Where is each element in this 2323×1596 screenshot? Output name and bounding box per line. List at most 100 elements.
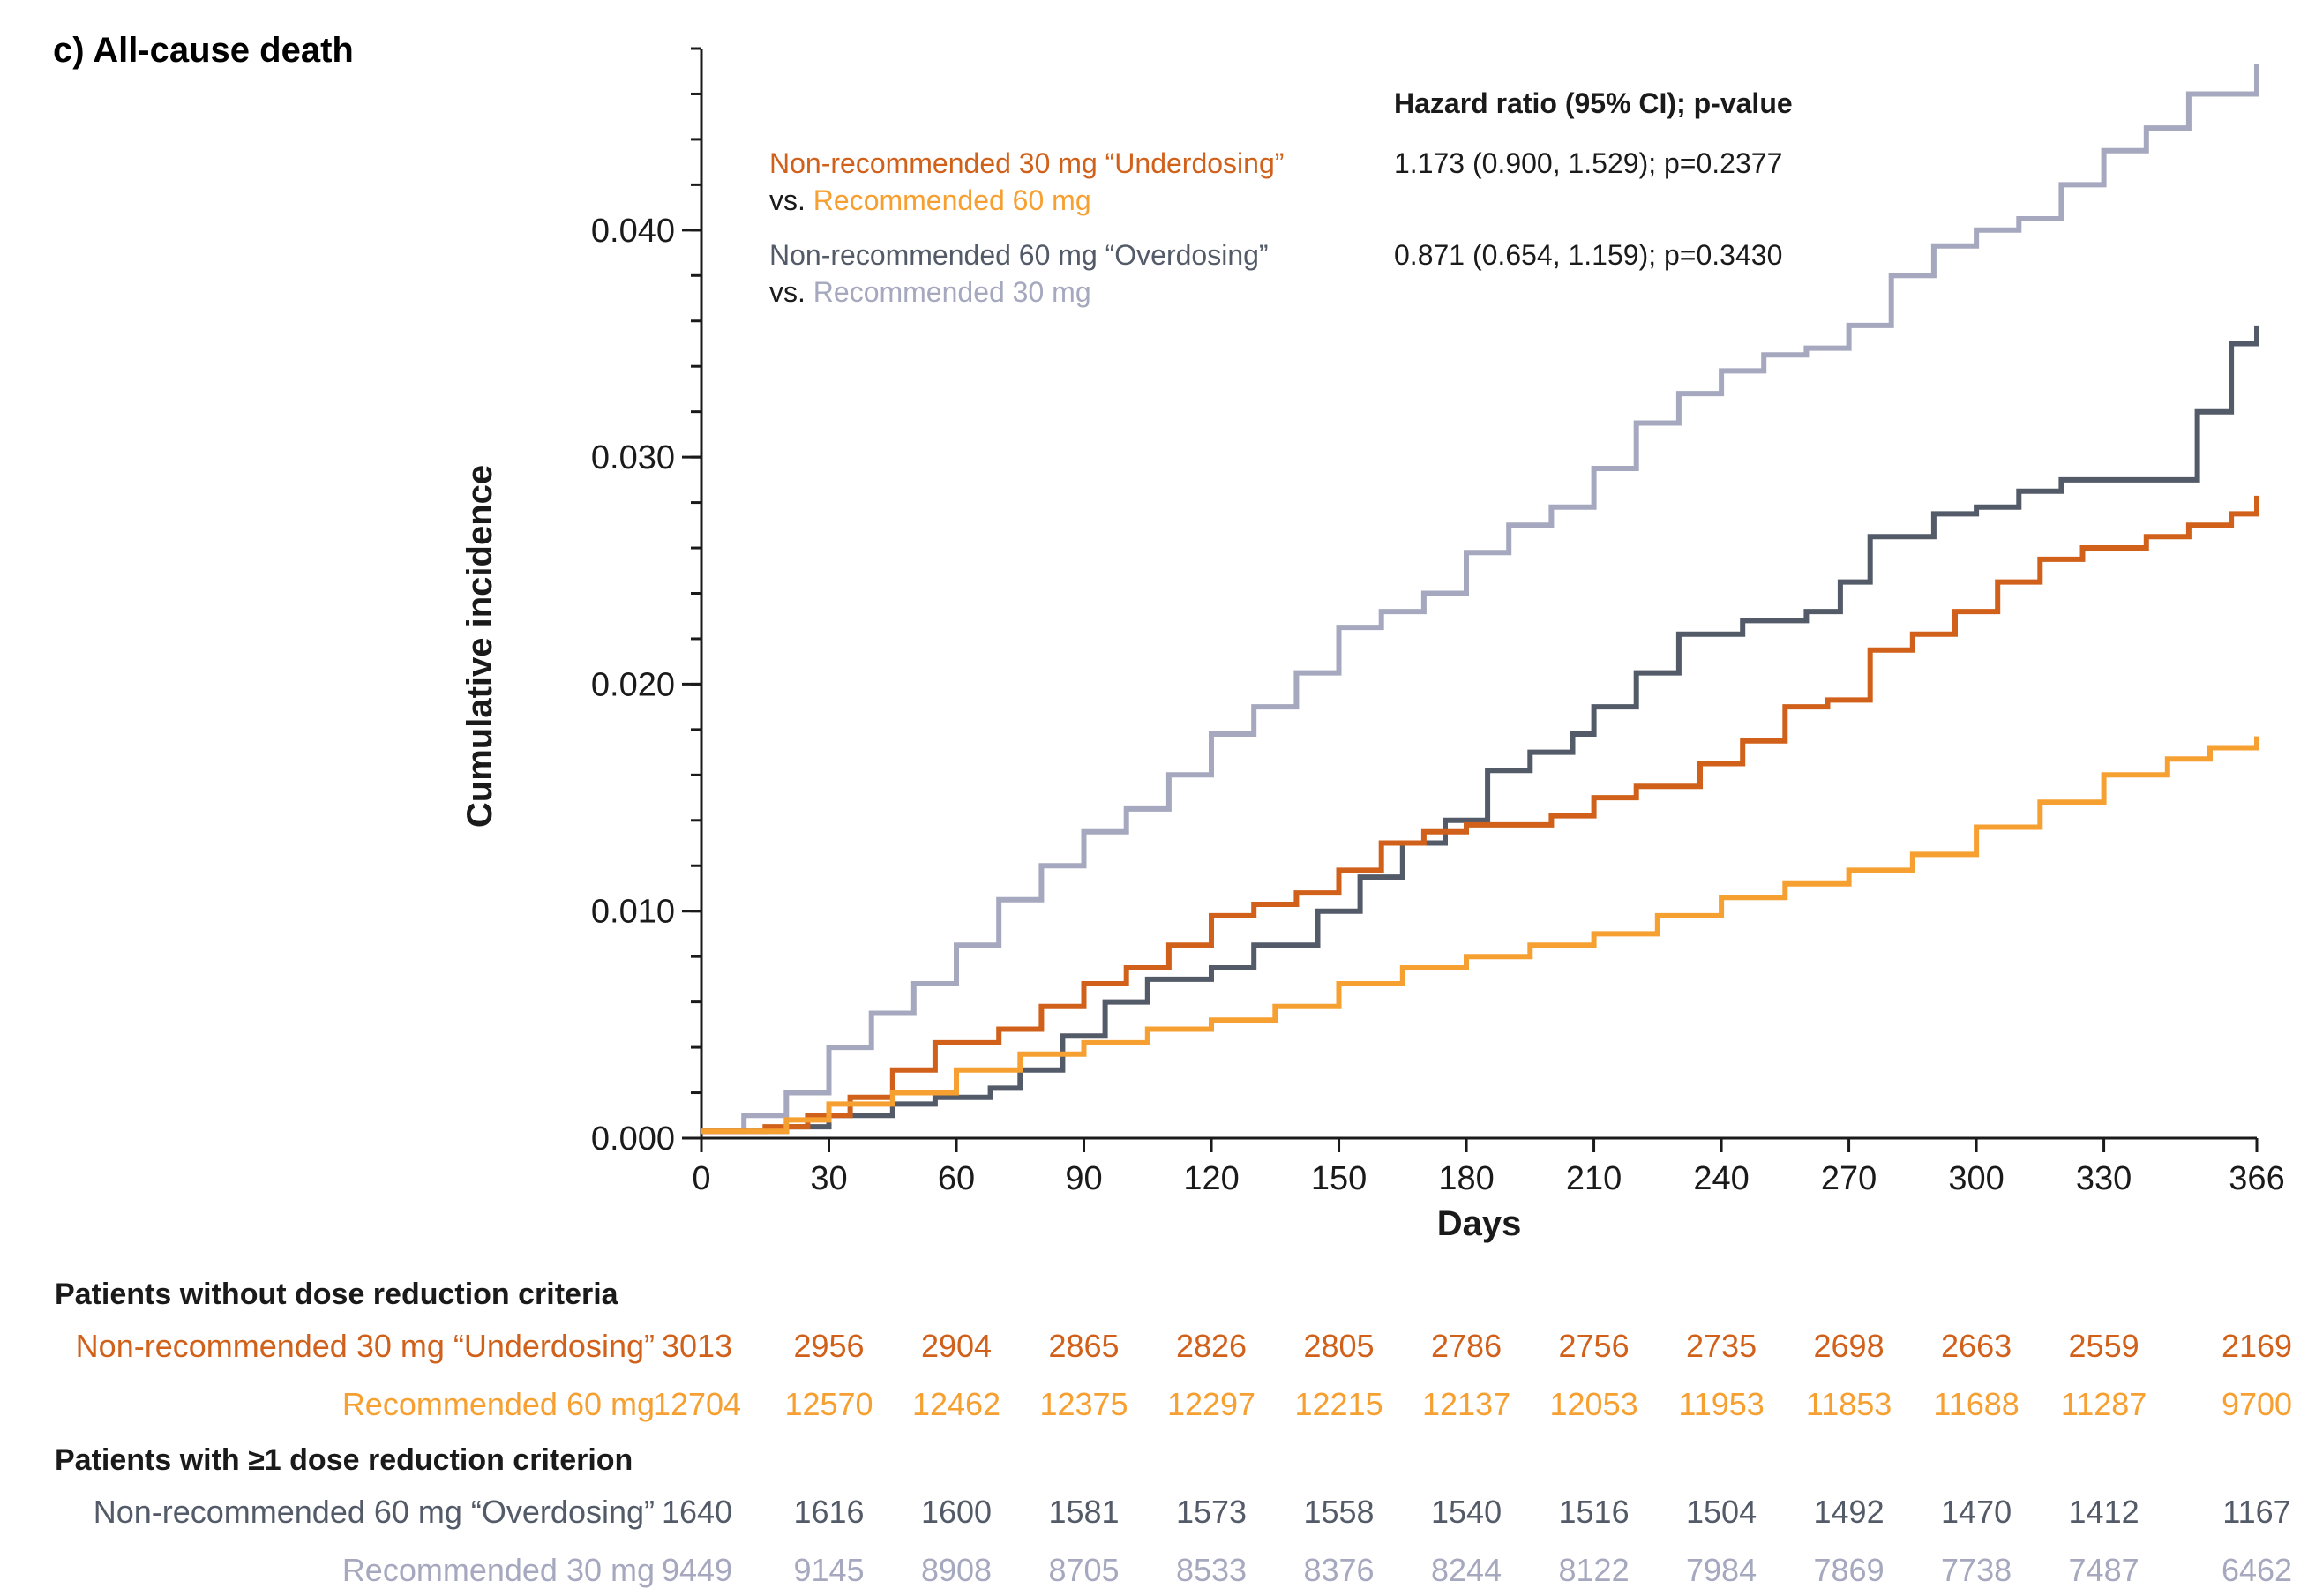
x-tick-label: 30	[810, 1160, 847, 1197]
x-tick-label: 150	[1311, 1160, 1367, 1197]
risk-count: 1581	[1048, 1494, 1119, 1530]
x-tick-label: 240	[1693, 1160, 1749, 1197]
risk-count: 2698	[1814, 1328, 1885, 1364]
risk-count: 12462	[912, 1386, 1000, 1422]
risk-count: 8244	[1431, 1552, 1502, 1588]
risk-count: 12704	[653, 1386, 741, 1422]
risk-count: 7869	[1814, 1552, 1885, 1588]
legend-hazard-ratio: 0.871 (0.654, 1.159); p=0.3430	[1394, 239, 1782, 271]
risk-count: 2735	[1686, 1328, 1757, 1364]
risk-count: 8533	[1176, 1552, 1247, 1588]
risk-count: 3013	[662, 1328, 732, 1364]
risk-count: 9145	[793, 1552, 864, 1588]
x-tick-label: 210	[1566, 1160, 1622, 1197]
risk-row-label: Recommended 60 mg	[342, 1386, 655, 1422]
legend-entry-label: Non-recommended 60 mg “Overdosing”	[769, 239, 1269, 271]
risk-count: 8908	[921, 1552, 992, 1588]
legend-comparator: vs. Recommended 60 mg	[769, 184, 1091, 216]
y-tick-label: 0.030	[591, 439, 675, 476]
risk-row-label: Non-recommended 60 mg “Overdosing”	[94, 1494, 655, 1530]
risk-count: 2559	[2069, 1328, 2139, 1364]
risk-count: 8705	[1048, 1552, 1119, 1588]
x-tick-label: 120	[1183, 1160, 1239, 1197]
risk-count: 11853	[1806, 1386, 1892, 1422]
x-tick-label: 60	[938, 1160, 975, 1197]
y-tick-label: 0.010	[591, 894, 675, 931]
risk-count: 1504	[1686, 1494, 1757, 1530]
risk-count: 7487	[2069, 1552, 2139, 1588]
risk-count: 1640	[662, 1494, 732, 1530]
risk-count: 1558	[1303, 1494, 1374, 1530]
risk-count: 2663	[1941, 1328, 2012, 1364]
risk-count: 12137	[1422, 1386, 1510, 1422]
series-line-recommended-60-mg	[701, 736, 2259, 1135]
x-tick-label: 330	[2076, 1160, 2132, 1197]
legend-vs-prefix: vs.	[769, 184, 813, 216]
risk-count: 1573	[1176, 1494, 1247, 1530]
x-tick-label: 180	[1438, 1160, 1494, 1197]
risk-count: 2956	[793, 1328, 864, 1364]
risk-count: 12570	[784, 1386, 873, 1422]
risk-count: 7738	[1941, 1552, 2012, 1588]
risk-group-heading: Patients with ≥1 dose reduction criterio…	[55, 1443, 633, 1477]
legend-comparator: vs. Recommended 30 mg	[769, 276, 1091, 308]
risk-count: 1470	[1941, 1494, 2012, 1530]
risk-count: 11688	[1933, 1386, 2019, 1422]
risk-count: 2756	[1559, 1328, 1630, 1364]
risk-row-label: Recommended 30 mg	[342, 1552, 655, 1588]
series-line-recommended-30-mg	[701, 64, 2259, 1135]
x-axis-title: Days	[1437, 1204, 1522, 1243]
risk-count: 11287	[2061, 1386, 2147, 1422]
x-tick-label: 90	[1065, 1160, 1102, 1197]
risk-count: 2805	[1303, 1328, 1374, 1364]
legend-vs-prefix: vs.	[769, 276, 813, 308]
series-line-non-recommended-30-mg-underdosing	[701, 495, 2259, 1135]
risk-count: 1492	[1814, 1494, 1885, 1530]
y-tick-label: 0.020	[591, 666, 675, 703]
risk-count: 1540	[1431, 1494, 1502, 1530]
x-tick-label: 366	[2229, 1160, 2284, 1197]
risk-count: 12215	[1294, 1386, 1383, 1422]
risk-count: 1516	[1559, 1494, 1630, 1530]
x-tick-label: 300	[1948, 1160, 2004, 1197]
y-tick-label: 0.000	[591, 1120, 675, 1158]
risk-count: 6462	[2222, 1552, 2292, 1588]
legend: Hazard ratio (95% CI); p-value Non-recomm…	[769, 87, 1793, 308]
risk-table: Patients without dose reduction criteria…	[55, 1278, 2292, 1588]
risk-count: 2826	[1176, 1328, 1247, 1364]
risk-count: 9700	[2222, 1386, 2292, 1422]
risk-count: 1412	[2069, 1494, 2139, 1530]
axes: 0.000 0.010 0.020 0.030 0.040 0 30 60 90 120 150 18…	[461, 47, 2285, 1243]
risk-count: 11953	[1678, 1386, 1764, 1422]
risk-count: 12297	[1167, 1386, 1255, 1422]
y-axis-title: Cumulative incidence	[461, 465, 499, 828]
panel-title: c) All-cause death	[53, 31, 354, 70]
risk-count: 2169	[2222, 1328, 2292, 1364]
series-line-non-recommended-60-mg-overdosing	[701, 325, 2259, 1135]
risk-count: 2865	[1048, 1328, 1119, 1364]
legend-header: Hazard ratio (95% CI); p-value	[1394, 87, 1793, 119]
risk-count: 12053	[1550, 1386, 1638, 1422]
x-tick-label: 270	[1821, 1160, 1877, 1197]
legend-comparator-label: Recommended 60 mg	[813, 184, 1091, 216]
risk-count: 9449	[662, 1552, 732, 1588]
risk-count: 12375	[1039, 1386, 1128, 1422]
risk-count: 8376	[1303, 1552, 1374, 1588]
legend-comparator-label: Recommended 30 mg	[813, 276, 1091, 308]
risk-count: 2904	[921, 1328, 992, 1364]
risk-count: 1600	[921, 1494, 992, 1530]
series-layer	[701, 64, 2259, 1135]
risk-group-heading: Patients without dose reduction criteria	[55, 1278, 619, 1311]
legend-entry-label: Non-recommended 30 mg “Underdosing”	[769, 147, 1284, 179]
risk-count: 7984	[1686, 1552, 1757, 1588]
risk-count: 1167	[2222, 1494, 2290, 1530]
risk-count: 1616	[793, 1494, 864, 1530]
x-tick-label: 0	[692, 1160, 710, 1197]
risk-count: 2786	[1431, 1328, 1502, 1364]
y-tick-label: 0.040	[591, 213, 675, 250]
risk-row-label: Non-recommended 30 mg “Underdosing”	[76, 1328, 655, 1364]
risk-count: 8122	[1559, 1552, 1630, 1588]
legend-hazard-ratio: 1.173 (0.900, 1.529); p=0.2377	[1394, 147, 1782, 179]
